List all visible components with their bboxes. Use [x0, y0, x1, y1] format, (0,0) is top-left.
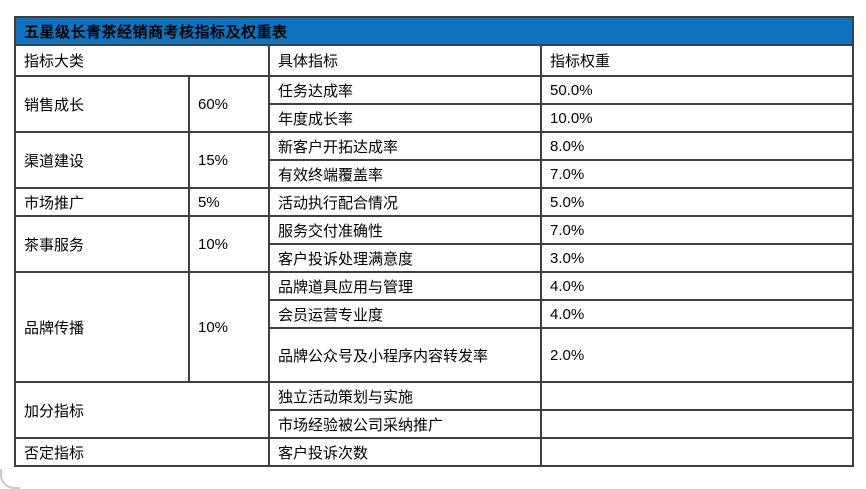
indicator-cell: 客户投诉处理满意度 — [268, 243, 542, 273]
category-cell-negative: 否定指标 — [14, 437, 270, 467]
weight-cell: 2.0% — [539, 327, 855, 383]
indicator-cell: 任务达成率 — [268, 75, 542, 105]
table-row: 加分指标 独立活动策划与实施 — [14, 381, 855, 439]
percent-cell-tea-service: 10% — [188, 215, 270, 273]
table-row: 销售成长 60% 任务达成率 50.0% — [14, 75, 855, 133]
indicator-cell: 客户投诉次数 — [268, 437, 542, 467]
indicator-cell: 品牌道具应用与管理 — [268, 271, 542, 301]
weight-cell: 8.0% — [539, 131, 855, 161]
weight-cell-empty — [539, 381, 855, 411]
weight-cell: 5.0% — [539, 187, 855, 217]
indicator-cell: 服务交付准确性 — [268, 215, 542, 245]
table-title: 五星级长青茶经销商考核指标及权重表 — [13, 16, 855, 46]
indicator-cell: 品牌公众号及小程序内容转发率 — [268, 327, 542, 383]
percent-cell-sales-growth: 60% — [188, 75, 270, 133]
table-row: 会员运营专业度 4.0% — [15, 299, 855, 329]
table-row: 有效终端覆盖率 7.0% — [15, 159, 855, 189]
weight-cell-empty — [539, 409, 855, 439]
category-cell-bonus: 加分指标 — [14, 381, 270, 439]
indicator-cell: 独立活动策划与实施 — [268, 381, 542, 411]
percent-cell-channel-building: 15% — [188, 131, 270, 189]
table-row: 市场经验被公司采纳推广 — [15, 409, 855, 439]
weight-cell: 50.0% — [539, 75, 855, 105]
card-corner-decoration — [0, 469, 20, 489]
assessment-table-container: 五星级长青茶经销商考核指标及权重表 指标大类 具体指标 指标权重 销售成长 60… — [13, 16, 855, 467]
weight-cell: 3.0% — [539, 243, 855, 273]
table-row: 市场推广 5% 活动执行配合情况 5.0% — [14, 187, 855, 217]
indicator-cell: 活动执行配合情况 — [268, 187, 542, 217]
weight-cell: 7.0% — [539, 159, 855, 189]
category-cell-market-promotion: 市场推广 — [14, 187, 190, 217]
indicator-cell: 市场经验被公司采纳推广 — [268, 409, 542, 439]
indicator-cell: 有效终端覆盖率 — [268, 159, 542, 189]
weight-cell: 4.0% — [539, 299, 855, 329]
table-row: 渠道建设 15% 新客户开拓达成率 8.0% — [14, 131, 855, 189]
table-row: 品牌公众号及小程序内容转发率 2.0% — [15, 327, 855, 383]
table-row: 品牌传播 10% 品牌道具应用与管理 4.0% — [14, 271, 855, 383]
weight-cell-empty — [539, 437, 855, 467]
weight-cell: 10.0% — [539, 103, 855, 133]
column-header-category: 指标大类 — [14, 44, 270, 77]
category-cell-brand-communication: 品牌传播 — [14, 271, 190, 383]
indicator-cell: 年度成长率 — [268, 103, 542, 133]
indicator-cell: 新客户开拓达成率 — [268, 131, 542, 161]
percent-cell-market-promotion: 5% — [188, 187, 270, 217]
table-row: 否定指标 客户投诉次数 — [14, 437, 855, 467]
category-cell-tea-service: 茶事服务 — [14, 215, 190, 273]
table-row: 年度成长率 10.0% — [15, 103, 855, 133]
column-header-indicator: 具体指标 — [268, 44, 542, 77]
column-header-weight: 指标权重 — [539, 44, 855, 77]
weight-cell: 4.0% — [539, 271, 855, 301]
table-row: 客户投诉处理满意度 3.0% — [15, 243, 855, 273]
weight-cell: 7.0% — [539, 215, 855, 245]
table-row: 茶事服务 10% 服务交付准确性 7.0% — [14, 215, 855, 273]
indicator-cell: 会员运营专业度 — [268, 299, 542, 329]
category-cell-sales-growth: 销售成长 — [14, 75, 190, 133]
percent-cell-brand-communication: 10% — [188, 271, 270, 383]
category-cell-channel-building: 渠道建设 — [14, 131, 190, 189]
assessment-table: 五星级长青茶经销商考核指标及权重表 指标大类 具体指标 指标权重 销售成长 60… — [13, 16, 855, 467]
